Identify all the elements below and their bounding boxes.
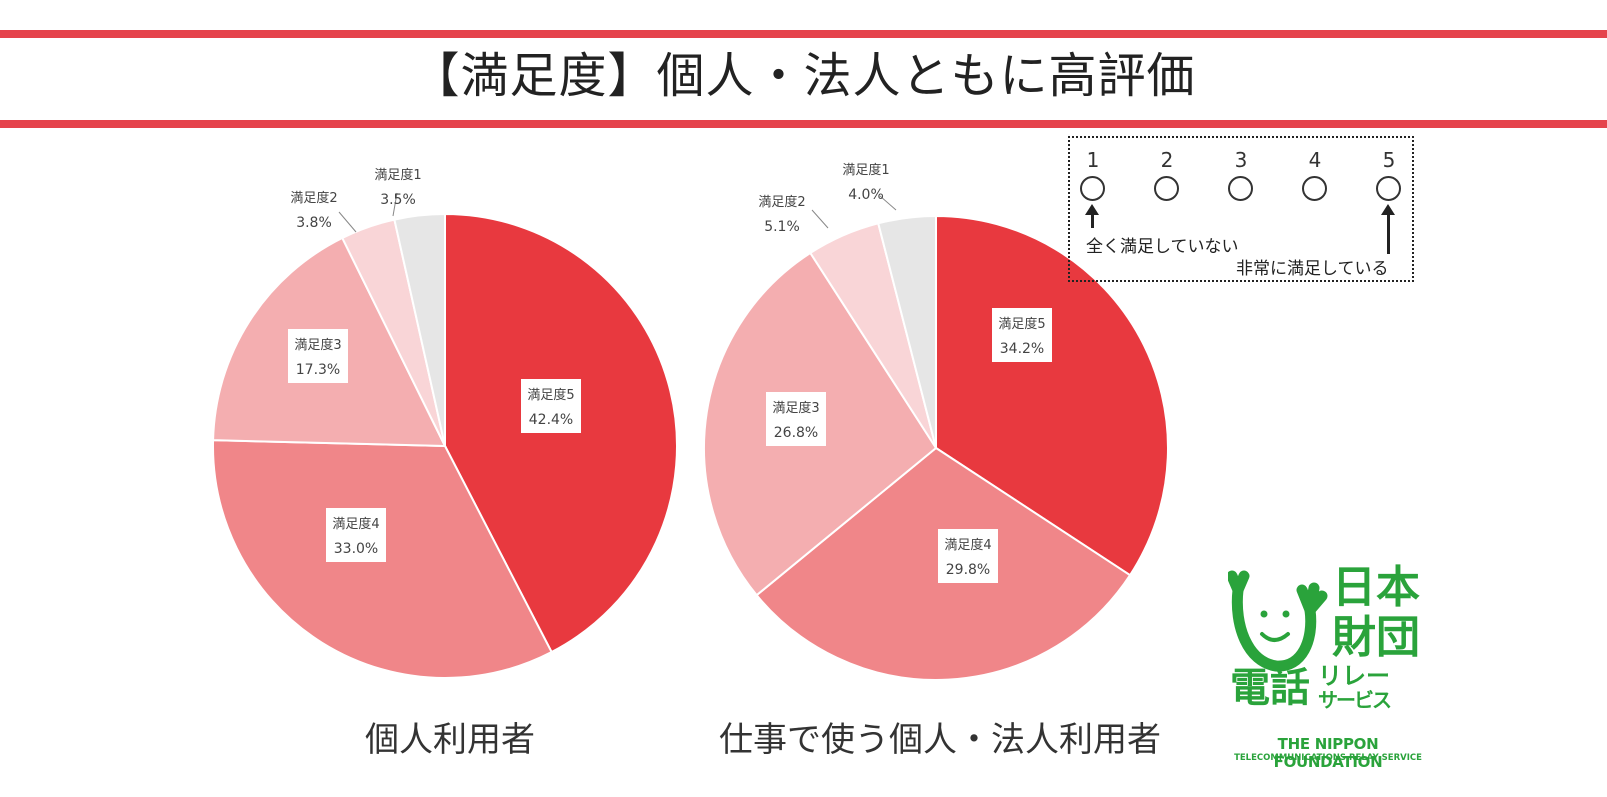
pie-slice-満足度5 xyxy=(444,212,678,654)
data-label-box xyxy=(938,529,998,583)
pie-chart-individual-caption: 個人利用者 xyxy=(365,720,535,760)
data-label-category: 満足度1 xyxy=(374,167,421,183)
data-label-value: 29.8% xyxy=(946,562,990,578)
data-label-category: 満足度4 xyxy=(332,516,379,532)
logo-text-nippon: 日本 xyxy=(1332,562,1420,613)
data-label-category: 満足度4 xyxy=(944,537,991,553)
leader-line xyxy=(338,211,357,233)
leader-line xyxy=(811,209,829,229)
scale-circle-5 xyxy=(1376,176,1401,201)
scale-circle-4 xyxy=(1302,176,1327,201)
scale-circle-2 xyxy=(1154,176,1179,201)
data-label-value: 3.5% xyxy=(380,192,416,208)
logo-text-relay: リレー xyxy=(1318,662,1390,690)
pie-chart-individual: 満足度5 42.4% 満足度4 33.0% 満足度3 17.3% 満足度2 3.8% 満足度1 3… xyxy=(212,167,678,679)
pie-slice-満足度1 xyxy=(877,214,937,449)
data-label-value: 34.2% xyxy=(1000,341,1044,357)
logo-eye-right xyxy=(1282,610,1290,618)
logo-english-name: THE NIPPON FOUNDATION xyxy=(1273,735,1383,771)
logo-eye-left xyxy=(1260,610,1268,618)
scale-number-2: 2 xyxy=(1160,148,1174,172)
bottom-rule xyxy=(0,120,1607,128)
leader-line xyxy=(392,192,398,217)
arrow-up-icon xyxy=(1085,204,1099,228)
pie-chart-business-caption: 仕事で使う個人・法人利用者 xyxy=(719,720,1161,760)
data-label-category: 満足度5 xyxy=(527,387,574,403)
data-label-value: 26.8% xyxy=(774,425,818,441)
scale-number-4: 4 xyxy=(1308,148,1322,172)
scale-circle-3 xyxy=(1228,176,1253,201)
scale-high-label: 非常に満足している xyxy=(1236,259,1389,279)
scale-number-3: 3 xyxy=(1234,148,1248,172)
logo-text-service: サービス xyxy=(1318,688,1392,712)
data-label-box xyxy=(766,392,826,446)
scale-circle-1 xyxy=(1080,176,1105,201)
data-label-value: 3.8% xyxy=(296,215,332,231)
data-label-category: 満足度2 xyxy=(758,194,805,210)
pie-chart-business: 満足度5 34.2% 満足度4 29.8% 満足度3 26.8% 満足度2 5.1% 満足度1 4… xyxy=(703,162,1169,681)
data-label-category: 満足度3 xyxy=(772,400,819,416)
scale-number-5: 5 xyxy=(1382,148,1396,172)
leader-line xyxy=(879,195,897,211)
logo-text-zaidan: 財団 xyxy=(1332,612,1420,663)
data-label-value: 42.4% xyxy=(529,412,573,428)
data-label-box xyxy=(521,379,581,433)
data-label-value: 5.1% xyxy=(764,219,800,235)
satisfaction-scale-legend: 1 2 3 4 5 全く満足していない 非常に満足している xyxy=(1068,136,1414,282)
pie-slice-満足度1 xyxy=(393,212,446,447)
data-label-value: 4.0% xyxy=(848,187,884,203)
scale-low-label: 全く満足していない xyxy=(1086,237,1239,257)
data-label-box xyxy=(992,308,1052,362)
nippon-foundation-logo-icon xyxy=(1228,570,1328,672)
logo-english-service: TELECOMMUNICATIONS RELAY SERVICE xyxy=(1234,753,1422,763)
data-label-value: 17.3% xyxy=(296,362,340,378)
top-rule xyxy=(0,30,1607,38)
data-label-box xyxy=(288,329,348,383)
page-title: 【満足度】個人・法人ともに高評価 xyxy=(411,48,1196,104)
data-label-category: 満足度2 xyxy=(290,190,337,206)
data-label-category: 満足度5 xyxy=(998,316,1045,332)
data-label-category: 満足度3 xyxy=(294,337,341,353)
arrow-up-icon xyxy=(1381,204,1395,254)
data-label-box xyxy=(326,508,386,562)
logo-text-denwa: 電話 xyxy=(1230,665,1310,711)
data-label-value: 33.0% xyxy=(334,541,378,557)
data-label-category: 満足度1 xyxy=(842,162,889,178)
scale-number-1: 1 xyxy=(1086,148,1100,172)
